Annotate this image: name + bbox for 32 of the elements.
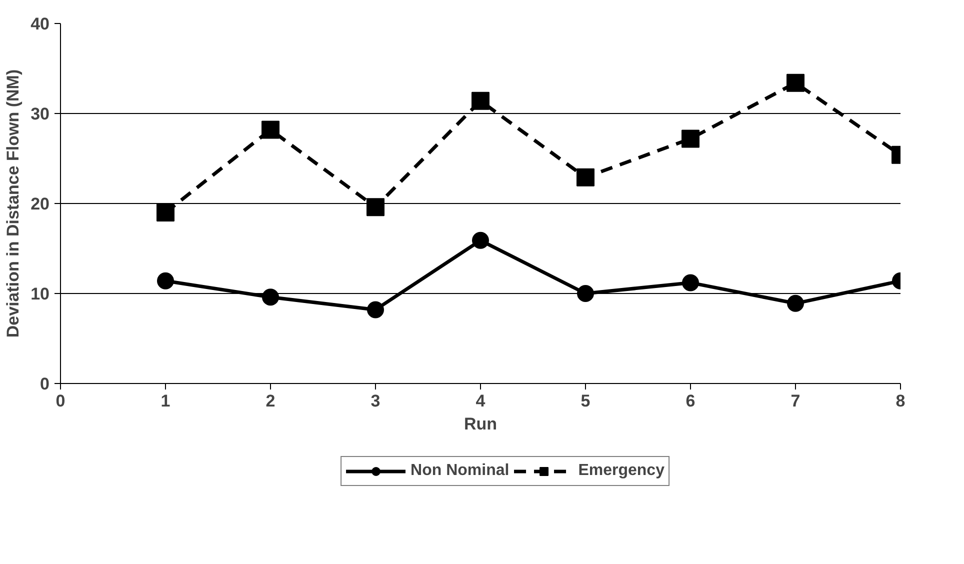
- point: [157, 272, 174, 290]
- x-axis-title: Run: [464, 414, 498, 434]
- x-tick-label: 4: [476, 392, 486, 410]
- point: [367, 301, 384, 318]
- y-tick-label: 40: [30, 14, 50, 34]
- point: [156, 204, 174, 222]
- point: [366, 198, 384, 216]
- point: [262, 120, 280, 139]
- point: [786, 74, 804, 92]
- y-tick-label: 30: [30, 104, 50, 124]
- x-tick-label: 2: [266, 392, 276, 410]
- point: [262, 288, 279, 306]
- point: [682, 274, 699, 292]
- point: [472, 92, 490, 110]
- x-tick-label: 5: [580, 392, 590, 410]
- point: [682, 130, 700, 148]
- x-tick-label: 7: [790, 392, 800, 410]
- point: [472, 232, 489, 249]
- y-tick-label: 10: [30, 284, 50, 304]
- point: [577, 285, 594, 302]
- x-tick-label: 6: [686, 392, 696, 410]
- y-axis-title: Deviation in Distance Flown (NM): [4, 69, 23, 338]
- point: [576, 168, 594, 186]
- y-tick-label: 0: [40, 374, 50, 394]
- legend-label: Non Nominal: [410, 462, 510, 480]
- x-tick-label: 8: [896, 392, 906, 410]
- y-tick-label: 20: [30, 194, 50, 214]
- x-tick-label: 3: [370, 392, 380, 410]
- legend-label: Emergency: [578, 462, 664, 480]
- x-tick-label: 0: [56, 392, 66, 410]
- x-tick-label: 1: [160, 392, 170, 410]
- point: [787, 294, 804, 312]
